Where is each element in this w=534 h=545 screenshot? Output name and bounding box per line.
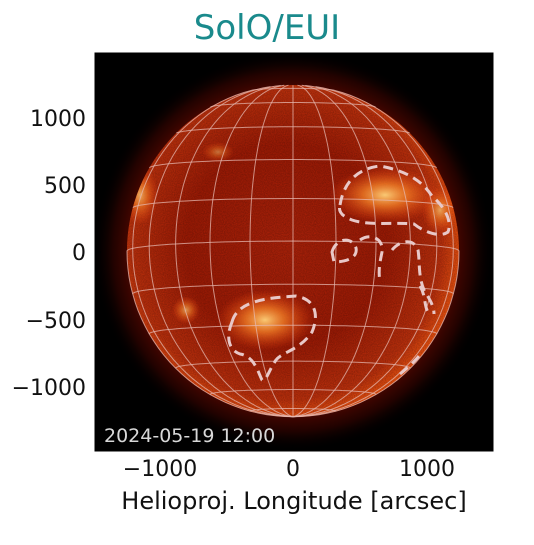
grid-parallel <box>149 159 437 169</box>
grid-meridian <box>292 85 411 418</box>
y-tick-label: −1000 <box>12 376 86 401</box>
y-tick-label: 0 <box>72 241 86 266</box>
grid-parallel <box>126 240 460 252</box>
grid-parallel <box>132 198 454 208</box>
timestamp-label: 2024-05-19 12:00 <box>104 425 275 447</box>
contour-north-west <box>338 164 451 236</box>
grid-meridian <box>148 86 294 418</box>
contour-south-west <box>399 351 424 376</box>
x-tick-label: 0 <box>286 457 300 482</box>
grid-meridian <box>292 89 454 418</box>
x-tick-label: −1000 <box>123 457 197 482</box>
x-axis-label: Helioproj. Longitude [arcsec] <box>121 487 466 515</box>
grid-meridian <box>175 85 294 418</box>
active-region-south <box>217 290 313 350</box>
grid-meridian <box>249 84 294 418</box>
bright-patch <box>202 142 234 162</box>
grid-meridian <box>132 89 294 418</box>
grid-parallel <box>148 324 438 335</box>
page-title: SolO/EUI <box>193 8 341 48</box>
x-tick-label: 1000 <box>399 457 455 482</box>
grid-parallel <box>176 126 410 134</box>
active-region-small <box>172 296 200 324</box>
grid-parallel <box>175 360 411 369</box>
coordinate-grid <box>126 84 460 418</box>
grid-parallel <box>209 389 377 395</box>
contour-south <box>227 294 317 382</box>
grid-meridian <box>209 84 294 418</box>
y-axis-ticks <box>95 117 428 451</box>
grid-meridian <box>292 86 438 418</box>
grid-parallel <box>210 102 376 108</box>
contour-small-2 <box>359 235 384 283</box>
grid-parallel <box>251 87 335 91</box>
contours <box>227 164 451 382</box>
contour-small-3 <box>390 240 436 315</box>
y-tick-label: 500 <box>44 174 86 199</box>
grid-meridian <box>292 84 377 418</box>
grid-meridian <box>292 84 337 418</box>
y-tick-label: 1000 <box>30 107 86 132</box>
grid-parallel <box>249 408 337 412</box>
y-tick-label: −500 <box>26 309 86 334</box>
grid-parallel <box>132 283 454 295</box>
active-region-north-west <box>330 167 440 223</box>
contour-small-1 <box>330 238 358 264</box>
contour-small-4 <box>418 285 430 313</box>
